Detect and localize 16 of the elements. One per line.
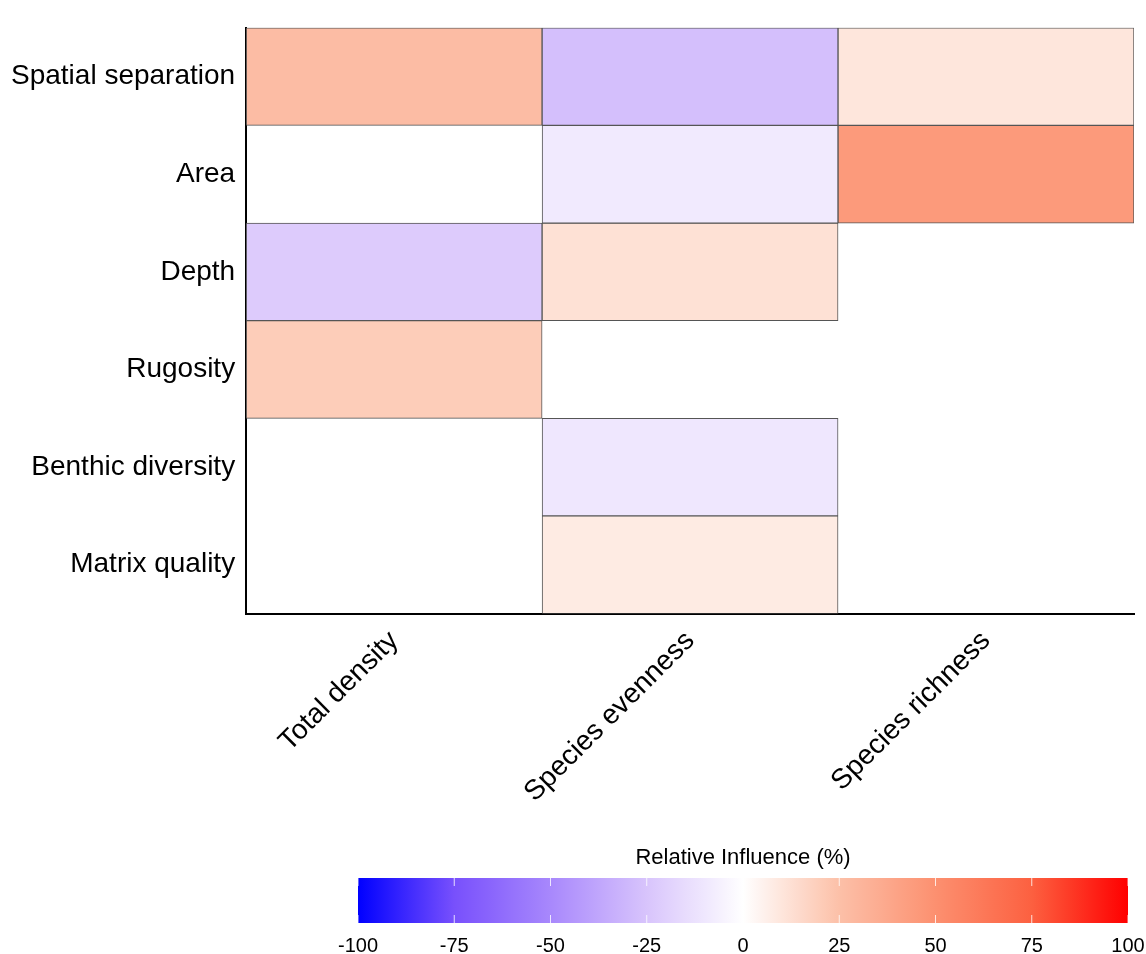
- y-tick-label: Spatial separation: [10, 59, 236, 91]
- color-bar-label: 50: [924, 933, 947, 954]
- color-bar-label: -100: [337, 933, 379, 954]
- color-bar-label: 100: [1111, 933, 1145, 954]
- color-bar-label: -50: [536, 933, 565, 954]
- color-bar-label: 25: [828, 933, 851, 954]
- color-bar-label: -25: [632, 933, 662, 954]
- y-tick-label: Matrix quality: [70, 547, 236, 579]
- color-bar-label: 0: [737, 933, 749, 954]
- y-tick-label: Rugosity: [126, 352, 236, 384]
- color-bar-label: -75: [439, 933, 469, 954]
- color-bar-title: Relative Influence (%): [635, 844, 851, 869]
- y-tick-label: Area: [175, 156, 236, 188]
- y-tick-label: Depth: [160, 254, 236, 286]
- y-tick-label: Benthic diversity: [31, 449, 236, 481]
- color-bar-label: 75: [1020, 933, 1043, 954]
